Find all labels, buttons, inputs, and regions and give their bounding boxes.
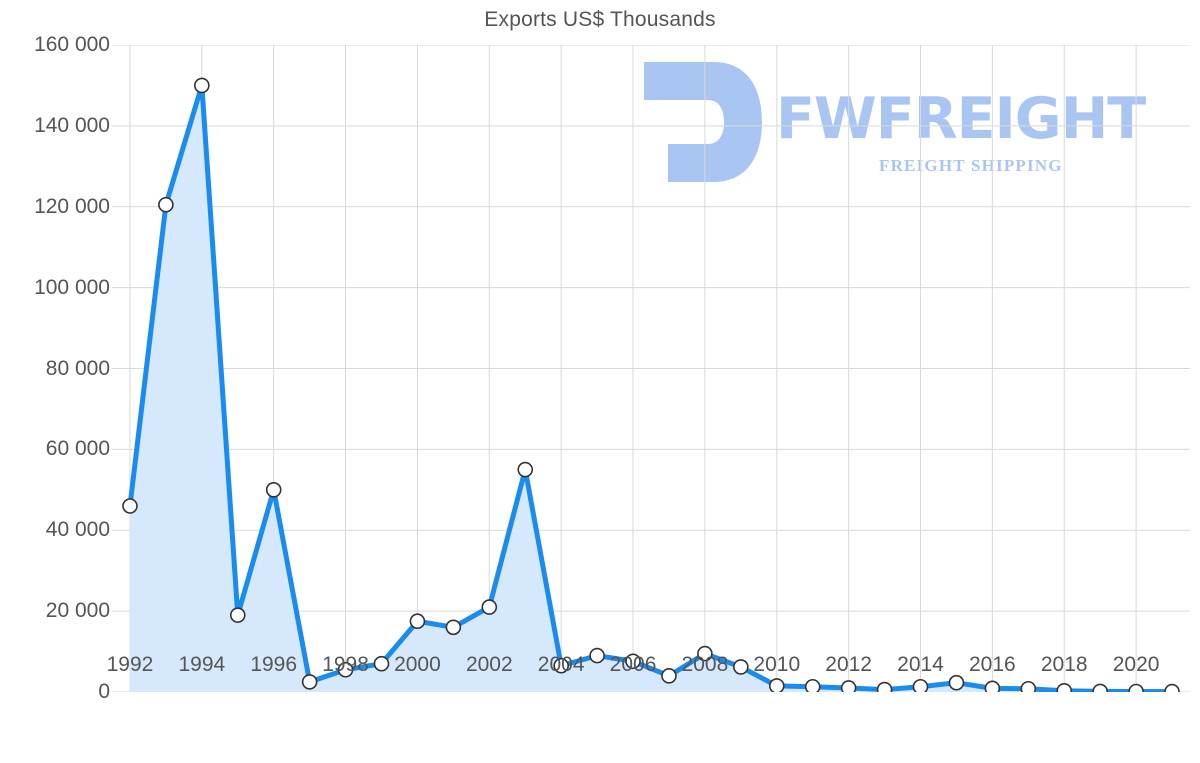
series-area-fill [129,85,1173,692]
data-point-marker[interactable] [229,607,246,623]
data-point-marker[interactable] [265,482,282,498]
x-axis-tick-label: 2002 [465,653,513,676]
data-point-marker[interactable] [984,680,1001,692]
x-axis-tick-label: 2000 [394,653,441,676]
data-point-marker[interactable] [661,668,677,684]
series-markers [122,77,1180,692]
data-point-marker[interactable] [517,461,534,478]
data-point-marker[interactable] [733,659,749,675]
x-axis-tick-label: 2018 [1040,653,1088,676]
data-point-marker[interactable] [948,674,965,691]
data-point-marker[interactable] [553,657,569,674]
data-point-marker[interactable] [1092,683,1108,692]
x-axis-tick-label: 1994 [178,653,226,676]
data-point-marker[interactable] [445,619,462,636]
data-point-marker[interactable] [1020,680,1037,692]
data-point-marker[interactable] [122,498,138,514]
x-axis-tick-label: 2012 [825,653,872,676]
y-axis-tick-label: 160 000 [34,33,110,56]
chart-title: Exports US$ Thousands [484,8,716,31]
x-axis-tick-label: 2006 [609,653,657,676]
data-point-marker[interactable] [1164,683,1180,692]
data-point-marker[interactable] [876,681,893,692]
data-point-marker[interactable] [1056,682,1073,692]
y-axis-tick-label: 80 000 [45,356,110,380]
x-axis-tick-label: 2004 [537,653,585,676]
y-axis-tick-label: 0 [98,680,110,703]
data-point-marker[interactable] [697,645,713,662]
data-point-marker[interactable] [194,77,210,94]
y-axis-tick-label: 40 000 [45,518,110,542]
x-axis-tick-label: 2008 [681,653,729,676]
area-chart-svg [112,45,1190,692]
data-point-marker[interactable] [804,678,821,692]
data-point-marker[interactable] [337,661,354,678]
data-point-marker[interactable] [768,678,785,692]
x-axis-tick-label: 2010 [753,653,801,676]
x-axis-tick-label: 2016 [969,653,1016,676]
y-axis-tick-label: 100 000 [34,275,110,299]
data-point-marker[interactable] [912,678,929,692]
y-axis-tick-label: 140 000 [34,113,110,137]
data-point-marker[interactable] [158,196,174,213]
data-point-marker[interactable] [1128,683,1144,692]
data-point-marker[interactable] [409,613,426,630]
y-axis-tick-label: 60 000 [45,437,110,461]
data-point-marker[interactable] [373,655,390,672]
y-axis-tick-label: 20 000 [45,599,110,623]
data-point-marker[interactable] [625,653,641,670]
x-axis-tick-label: 2014 [897,653,944,676]
x-axis-tick-label: 1992 [106,653,154,676]
data-point-marker[interactable] [840,680,857,692]
x-axis-tick-label: 1996 [250,653,298,676]
data-point-marker[interactable] [589,647,605,664]
x-axis-tick-label: 1998 [322,653,369,676]
plot-area [112,45,1190,692]
y-axis-tick-label: 120 000 [34,194,110,218]
data-point-marker[interactable] [481,599,498,615]
data-point-marker[interactable] [301,674,318,690]
x-axis-tick-label: 2020 [1112,653,1160,676]
